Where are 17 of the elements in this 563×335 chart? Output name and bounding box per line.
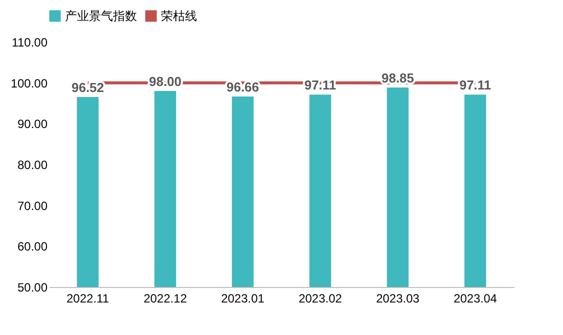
legend-label: 荣枯线: [161, 9, 197, 23]
data-label: 97.11: [459, 78, 492, 93]
x-tick-label: 2023.04: [454, 292, 498, 306]
x-tick-label: 2023.03: [376, 292, 420, 306]
x-tick-label: 2023.01: [221, 292, 265, 306]
data-label: 96.52: [71, 80, 104, 96]
y-tick-label: 110.00: [12, 36, 48, 50]
y-tick-label: 60.00: [17, 240, 48, 254]
y-tick-label: 90.00: [17, 117, 48, 132]
y-tick-label: 100.00: [10, 76, 48, 90]
y-tick-label: 70.00: [17, 198, 48, 213]
legend-label: 产业景气指数: [65, 9, 137, 23]
y-tick-label: 80.00: [17, 158, 48, 172]
x-tick-label: 2022.12: [144, 292, 188, 306]
x-tick-label: 2023.02: [298, 292, 342, 306]
y-tick-label: 50.00: [17, 280, 48, 294]
x-tick-label: 2022.11: [66, 292, 110, 306]
